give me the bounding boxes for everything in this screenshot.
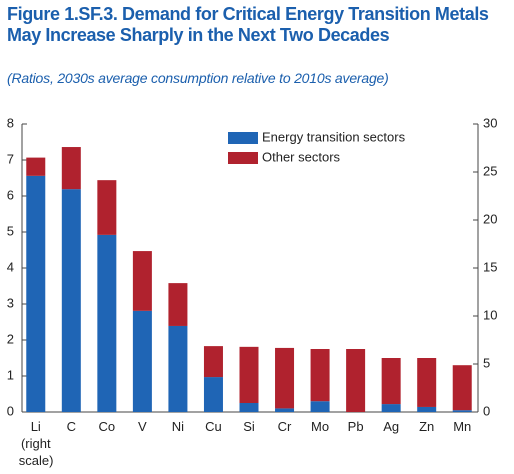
bar-segment: [417, 406, 437, 412]
y2-tick-label: 20: [483, 211, 497, 226]
legend-swatch: [228, 132, 258, 144]
bar-segment: [97, 180, 117, 235]
bar-segment: [132, 310, 152, 412]
y-tick-label: 3: [7, 295, 14, 310]
y-tick-label: 2: [7, 331, 14, 346]
legend-label: Energy transition sectors: [262, 129, 406, 144]
bar-segment: [97, 234, 117, 412]
bar-segment: [452, 410, 472, 412]
bar-segment: [417, 358, 437, 407]
x-tick-label: Zn: [419, 419, 435, 434]
y-tick-label: 6: [7, 187, 14, 202]
y-tick-label: 7: [7, 151, 14, 166]
x-tick-label: Mo: [311, 419, 330, 434]
y2-tick-label: 10: [483, 307, 497, 322]
x-tick-label: Cu: [205, 419, 222, 434]
bar-segment: [310, 349, 330, 402]
legend-label: Other sectors: [262, 149, 341, 164]
bar-segment: [203, 346, 223, 378]
y-tick-label: 0: [7, 403, 14, 418]
x-tick-label: V: [138, 419, 147, 434]
y2-tick-label: 25: [483, 163, 497, 178]
bar-segment: [239, 346, 259, 403]
y2-tick-label: 5: [483, 355, 490, 370]
bar-segment: [452, 365, 472, 411]
bar-segment: [168, 325, 188, 412]
y2-tick-label: 30: [483, 115, 497, 130]
x-tick-label: Si: [243, 419, 255, 434]
y-tick-label: 4: [7, 259, 14, 274]
y-tick-label: 5: [7, 223, 14, 238]
bar-segment: [26, 175, 46, 412]
y-tick-label: 1: [7, 367, 14, 382]
y-tick-label: 8: [7, 115, 14, 130]
bar-segment: [310, 401, 330, 412]
bar-segment: [168, 283, 188, 326]
x-tick-label: Ni: [171, 419, 185, 434]
bar-segment: [61, 189, 81, 412]
chart-subtitle: (Ratios, 2030s average consumption relat…: [7, 70, 389, 86]
legend-swatch: [228, 152, 258, 164]
x-tick-label: Pb: [347, 419, 364, 434]
x-tick-label: Ag: [383, 419, 400, 434]
x-tick-label: Li (right scale): [18, 419, 54, 468]
x-tick-label: Mn: [453, 419, 472, 434]
x-tick-label: Co: [98, 419, 116, 434]
x-tick-label: Cr: [277, 419, 292, 434]
y2-tick-label: 15: [483, 259, 497, 274]
bar-segment: [381, 358, 401, 405]
bar-segment: [61, 147, 81, 190]
bar-segment: [275, 408, 295, 412]
bar-segment: [275, 347, 295, 409]
bar-segment: [381, 404, 401, 412]
bar-segment: [132, 251, 152, 311]
bar-segment: [26, 157, 46, 176]
chart-title: Figure 1.SF.3. Demand for Critical Energ…: [7, 4, 489, 45]
bar-segment: [239, 403, 259, 412]
bar-segment: [346, 349, 366, 412]
x-tick-label: C: [66, 419, 76, 434]
bar-segment: [203, 377, 223, 412]
y2-tick-label: 0: [483, 403, 490, 418]
